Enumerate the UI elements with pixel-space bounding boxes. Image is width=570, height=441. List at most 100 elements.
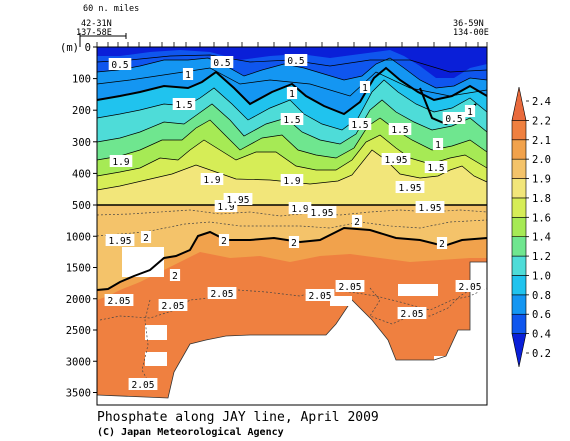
y-tick-label: 200 <box>72 105 91 117</box>
contour-label: 2 <box>221 236 227 247</box>
lower-2-05-region <box>97 252 487 398</box>
contour-label: 2.05 <box>309 291 332 302</box>
contour-label: 0.5 <box>287 56 304 67</box>
contour-label: 2 <box>439 239 445 250</box>
contour-label: 2.05 <box>459 282 482 293</box>
band-0-4 <box>97 47 487 78</box>
contour-2-thick <box>96 226 488 291</box>
contour-label-bg <box>280 113 304 125</box>
contour-label: 1.9 <box>203 175 220 186</box>
contour-label: 1 <box>435 140 441 151</box>
colorbar-swatch <box>511 236 527 257</box>
upper-contour-labels: 0.5 0.5 0.5 0.5 1 1 1 1 1 1.5 1.5 1.5 1.5 1.5 1.9 1.9 1.… <box>108 54 476 194</box>
contour-label: 1.5 <box>351 120 368 131</box>
contour-label: 1.9 <box>283 176 300 187</box>
contour-label: 1.95 <box>109 236 132 247</box>
contour-label-bg <box>200 173 224 185</box>
colorbar-swatch <box>511 275 527 296</box>
contour-label-bg <box>348 118 372 130</box>
contour-label: 1 <box>185 70 191 81</box>
y-tick-label: 400 <box>72 168 91 180</box>
left-station-lon: 137-58E <box>76 28 112 38</box>
contour-label-bg <box>335 280 365 292</box>
band-0-6 <box>97 47 487 88</box>
colorbar-label: 2.1 <box>532 135 551 147</box>
colorbar-swatch <box>511 158 527 179</box>
contour-label-bg <box>158 299 188 311</box>
data-gap <box>330 296 352 306</box>
colorbar-label: 0.6 <box>532 309 551 321</box>
y-tick-label: 1500 <box>66 263 91 275</box>
colorbar-label: 2.4 <box>532 96 551 108</box>
contour-label-bg <box>128 378 158 390</box>
contour-label-bg <box>415 201 445 213</box>
contour-label: 1 <box>362 83 368 94</box>
y-tick-label: 500 <box>72 200 91 212</box>
contour-label: 1.9 <box>291 204 308 215</box>
y-tick-label: 0 <box>85 42 91 54</box>
contour-label-bg <box>432 138 444 150</box>
colorbar-label: 1.9 <box>532 174 551 186</box>
left-station-lat: 42-31N <box>81 19 112 29</box>
contour-label: 1.9 <box>112 157 129 168</box>
contour-label-bg <box>388 123 412 135</box>
contour-label: 1.95 <box>227 195 250 206</box>
contour-label: 1.5 <box>391 125 408 136</box>
contour-label: 2.05 <box>132 380 155 391</box>
colorbar-swatch <box>511 217 527 237</box>
colorbar-label: 2.2 <box>532 115 551 127</box>
y-axis: 0 100 200 300 400 500 1000 1500 2000 2500 3000 3500 <box>66 42 97 400</box>
colorbar-swatch <box>511 294 527 315</box>
colorbar-label: 0.2 <box>532 348 551 360</box>
contour-label: 0.5 <box>111 60 128 71</box>
colorbar-swatch <box>511 178 527 199</box>
y-tick-label: 100 <box>72 74 91 86</box>
contour-label-bg <box>359 81 371 93</box>
colorbar-label: 1.2 <box>532 251 551 263</box>
y-tick-label: 1000 <box>66 231 91 243</box>
contour-label: 2.05 <box>108 296 131 307</box>
contour-label-bg <box>436 237 448 249</box>
colorbar-swatch <box>511 197 527 218</box>
contour-label-bg <box>424 161 448 173</box>
y-tick-label: 3000 <box>66 356 91 368</box>
contour-label: 0.5 <box>213 58 230 69</box>
colorbar-swatch <box>511 120 527 141</box>
contour-label: 0.5 <box>445 114 462 125</box>
data-gap <box>398 284 438 296</box>
data-gap <box>145 352 167 366</box>
right-station-lat: 36-59N <box>453 19 484 29</box>
contour-label-bg <box>381 153 411 165</box>
contour-label-bg <box>182 68 194 80</box>
colorbar-label: 1.4 <box>532 232 551 244</box>
chart-title: Phosphate along JAY line, April 2009 <box>97 410 379 425</box>
contour-label-bg <box>288 202 312 214</box>
colorbar-label: 1.8 <box>532 193 551 205</box>
contour-label-bg <box>109 155 133 167</box>
contour-label-bg <box>104 294 134 306</box>
band-1-0 <box>97 47 487 114</box>
contour-label-bg <box>397 307 427 319</box>
contour-label-bg <box>307 206 337 218</box>
colorbar-label: 0.8 <box>532 290 551 302</box>
contour-label: 1 <box>289 89 295 100</box>
contour-label-bg <box>395 181 425 193</box>
colorbar-swatch <box>511 139 527 160</box>
y-tick-label: 300 <box>72 137 91 149</box>
credit-line: (C) Japan Meteorological Agency <box>97 427 284 438</box>
contour-label: 2.05 <box>211 289 234 300</box>
colorbar: 0.2 0.4 0.6 0.8 1.0 1.2 1.4 1.6 1.8 1.9 2.0 2.1 2.2 2… <box>511 86 551 368</box>
lower-panel <box>96 205 488 405</box>
contour-label-bg <box>207 287 237 299</box>
colorbar-swatch <box>511 255 527 276</box>
colorbar-swatch <box>511 333 527 368</box>
contour-label-bg <box>140 231 152 243</box>
plot-frame <box>96 46 488 406</box>
contour-label: 2 <box>143 233 149 244</box>
data-gap <box>145 325 167 340</box>
contour-label: 1.95 <box>385 155 408 166</box>
contour-label-bg <box>288 236 300 248</box>
y-tick-label: 2500 <box>66 325 91 337</box>
